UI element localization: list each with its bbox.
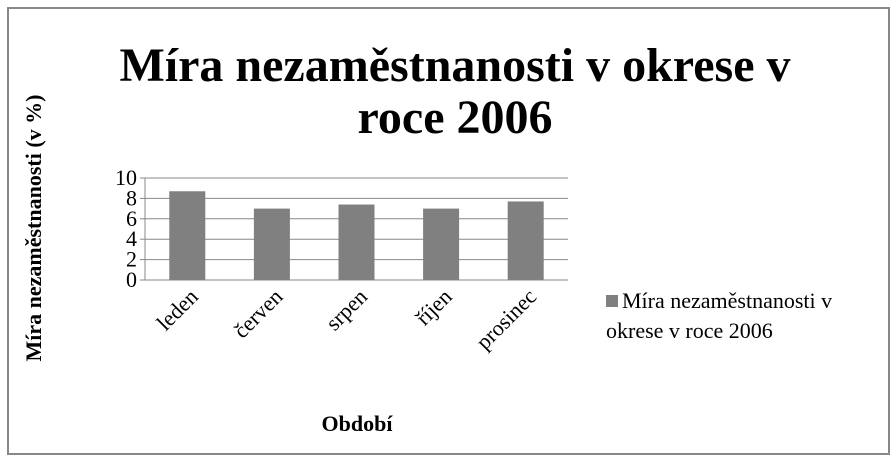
y-axis-label: Míra nezaměstnanosti (v %) [21, 94, 46, 361]
legend-label: Míra nezaměstnanosti v okrese v roce 200… [606, 288, 833, 343]
y-tick-label: 8 [126, 185, 137, 210]
bar [338, 204, 375, 280]
bar [169, 191, 206, 280]
legend: Míra nezaměstnanosti v okrese v roce 200… [606, 286, 876, 346]
y-tick-label: 4 [126, 226, 137, 251]
bar [507, 201, 544, 280]
chart-title: Míra nezaměstnanosti v okrese v roce 200… [119, 39, 791, 144]
y-tick-label: 2 [126, 247, 137, 272]
y-tick-label: 0 [126, 267, 137, 292]
bar [253, 208, 290, 280]
y-tick-label: 6 [126, 206, 137, 231]
x-axis-label: Období [322, 411, 394, 436]
bar [423, 208, 460, 280]
legend-swatch [606, 295, 618, 307]
y-tick-label: 10 [115, 165, 137, 190]
